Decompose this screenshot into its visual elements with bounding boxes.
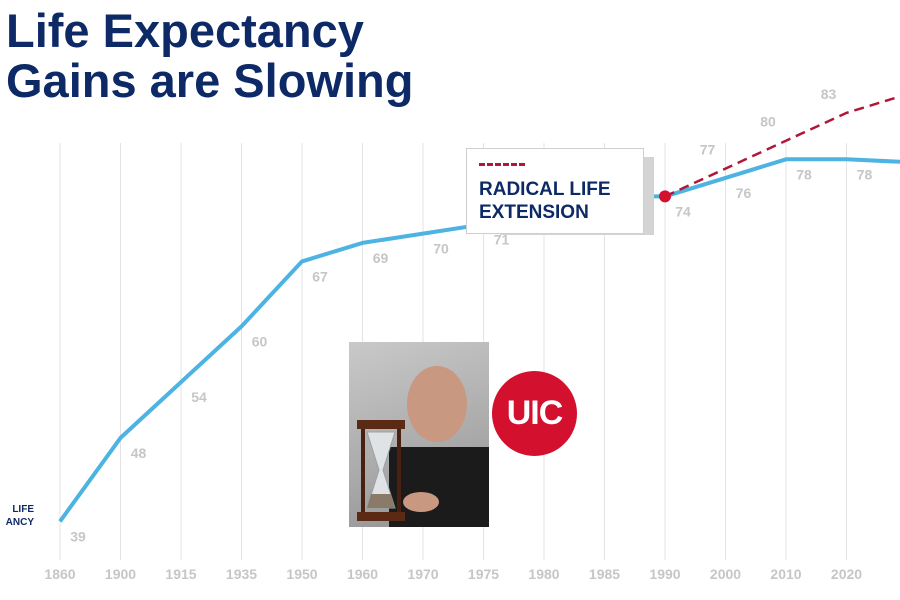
data-label: 74: [675, 203, 691, 219]
data-label: 54: [191, 389, 207, 405]
x-tick-label: 1975: [468, 566, 499, 582]
x-tick-label: 1980: [528, 566, 559, 582]
title-line-2: Gains are Slowing: [6, 54, 414, 107]
x-axis-ticks: 1860 1900 1915 1935 1950 1960 1970 1975 1980 1985…: [44, 566, 862, 582]
x-tick-label: 1985: [589, 566, 620, 582]
y-axis-label-line-2: ANCY: [5, 517, 34, 528]
uic-logo: UIC: [492, 371, 577, 456]
x-tick-label: 1990: [649, 566, 680, 582]
data-label: 69: [373, 250, 389, 266]
legend-label: RADICAL LIFE EXTENSION: [479, 179, 611, 223]
y-axis-label: LIFE ANCY: [0, 503, 34, 529]
legend-dashed-line-swatch: [479, 163, 525, 166]
data-label: 80: [760, 114, 776, 130]
x-tick-label: 1970: [407, 566, 438, 582]
x-tick-label: 1950: [286, 566, 317, 582]
page-title: Life Expectancy Gains are Slowing: [6, 6, 413, 106]
data-label: 83: [821, 86, 837, 102]
portrait-illustration: [357, 366, 489, 527]
radical-extension-line: [664, 95, 900, 198]
data-label: 78: [857, 166, 873, 182]
data-label: 70: [433, 241, 449, 257]
data-label: 39: [70, 528, 86, 544]
branch-point-marker: [659, 190, 671, 203]
y-axis-label-line-1: LIFE: [12, 504, 34, 515]
data-label: 71: [494, 231, 510, 247]
data-label: 76: [736, 185, 752, 201]
x-tick-label: 1935: [226, 566, 257, 582]
x-tick-label: 2020: [831, 566, 862, 582]
x-tick-label: 1860: [44, 566, 75, 582]
x-tick-label: 1900: [105, 566, 136, 582]
x-tick-label: 2010: [770, 566, 801, 582]
x-tick-label: 1960: [347, 566, 378, 582]
x-tick-label: 1915: [165, 566, 196, 582]
data-label: 77: [700, 142, 716, 158]
title-line-1: Life Expectancy: [6, 4, 364, 57]
data-label: 60: [252, 333, 268, 349]
x-tick-label: 2000: [710, 566, 741, 582]
data-label: 78: [796, 166, 812, 182]
data-label: 48: [131, 445, 147, 461]
legend-box: RADICAL LIFE EXTENSION: [466, 148, 644, 234]
data-labels: 3948546067697071737474767878778083: [70, 86, 872, 545]
data-label: 67: [312, 268, 328, 284]
portrait-photo: [349, 342, 489, 527]
